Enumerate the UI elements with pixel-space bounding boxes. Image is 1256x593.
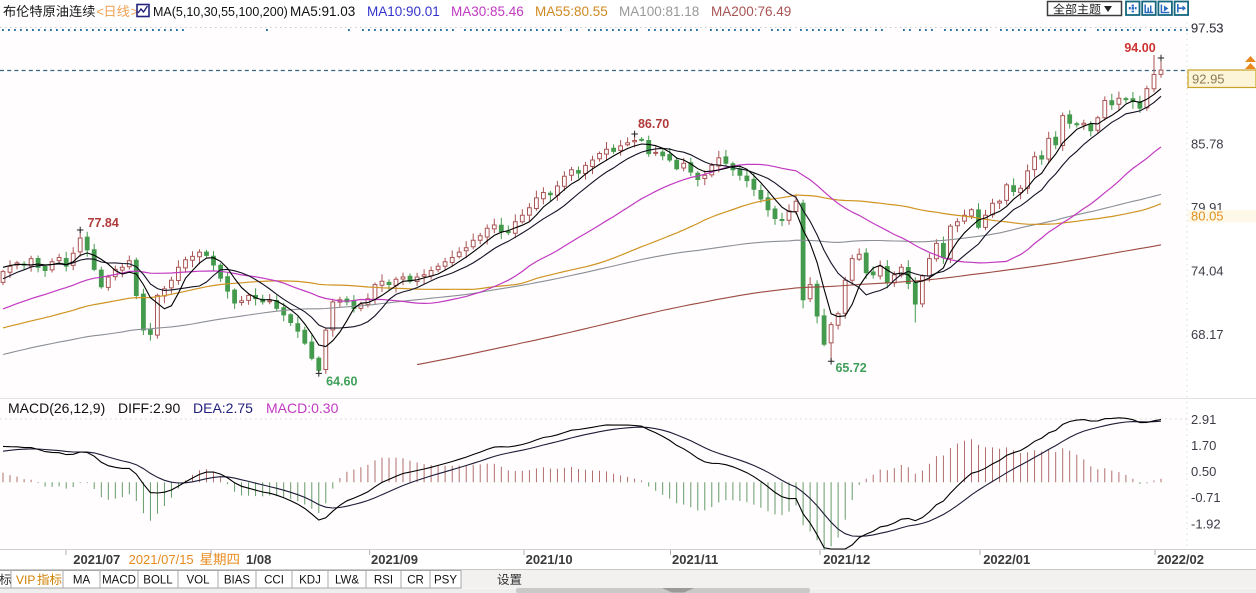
svg-text:CR: CR xyxy=(407,575,424,587)
svg-text:65.72: 65.72 xyxy=(835,361,866,375)
svg-text:CCI: CCI xyxy=(264,575,284,587)
svg-text:2021/12: 2021/12 xyxy=(823,552,870,567)
svg-text:74.04: 74.04 xyxy=(1191,264,1224,279)
svg-text:MA(5,10,30,55,100,200): MA(5,10,30,55,100,200) xyxy=(153,5,288,19)
svg-text:1.70: 1.70 xyxy=(1191,438,1216,453)
svg-text:86.70: 86.70 xyxy=(638,117,669,131)
svg-text:2021/07: 2021/07 xyxy=(73,552,120,567)
svg-text:VIP: VIP xyxy=(16,573,35,587)
svg-text:MACD: MACD xyxy=(102,575,136,587)
svg-text:MA30:85.46: MA30:85.46 xyxy=(451,4,524,19)
svg-text:PSY: PSY xyxy=(434,575,457,587)
svg-text:92.95: 92.95 xyxy=(1192,72,1225,87)
svg-text:64.60: 64.60 xyxy=(326,374,357,388)
svg-text:MACD(26,12,9): MACD(26,12,9) xyxy=(8,400,105,416)
svg-text:>: > xyxy=(131,4,139,19)
svg-text:85.78: 85.78 xyxy=(1191,137,1224,152)
svg-text:LW&: LW& xyxy=(335,575,359,587)
svg-text:MA: MA xyxy=(73,575,91,587)
svg-text:80.05: 80.05 xyxy=(1191,209,1224,224)
svg-text:MA55:80.55: MA55:80.55 xyxy=(535,4,608,19)
svg-text:77.84: 77.84 xyxy=(88,216,119,230)
svg-text:2021/11: 2021/11 xyxy=(672,552,718,567)
svg-text:2022/02: 2022/02 xyxy=(1157,552,1204,567)
svg-text:BIAS: BIAS xyxy=(224,575,251,587)
svg-text:-0.71: -0.71 xyxy=(1191,490,1221,505)
svg-text:RSI: RSI xyxy=(374,575,393,587)
svg-text:MA200:76.49: MA200:76.49 xyxy=(711,4,791,19)
svg-text:2022/01: 2022/01 xyxy=(983,552,1030,567)
svg-text:DIFF:2.90: DIFF:2.90 xyxy=(118,400,180,416)
svg-text:2021/10: 2021/10 xyxy=(526,552,573,567)
svg-text:VOL: VOL xyxy=(186,575,210,587)
svg-text:68.17: 68.17 xyxy=(1191,327,1224,342)
svg-text:MA10:90.01: MA10:90.01 xyxy=(367,4,440,19)
svg-text:2021/09: 2021/09 xyxy=(371,552,418,567)
svg-text:0.50: 0.50 xyxy=(1191,464,1216,479)
svg-text:97.53: 97.53 xyxy=(1191,21,1224,36)
svg-text:1/08: 1/08 xyxy=(246,552,271,567)
svg-text:MA5:91.03: MA5:91.03 xyxy=(290,4,355,19)
svg-text:BOLL: BOLL xyxy=(143,575,173,587)
svg-text:MA100:81.18: MA100:81.18 xyxy=(619,4,699,19)
svg-text:MACD:0.30: MACD:0.30 xyxy=(266,400,339,416)
svg-text:94.00: 94.00 xyxy=(1124,41,1155,55)
svg-text:2.91: 2.91 xyxy=(1191,412,1216,427)
svg-text:DEA:2.75: DEA:2.75 xyxy=(193,400,253,416)
svg-text:2021/07/15: 2021/07/15 xyxy=(129,552,194,567)
svg-text:<: < xyxy=(96,4,104,19)
svg-text:-1.92: -1.92 xyxy=(1191,516,1221,531)
svg-text:97.53: 97.53 xyxy=(1191,21,1224,36)
svg-text:KDJ: KDJ xyxy=(299,575,321,587)
